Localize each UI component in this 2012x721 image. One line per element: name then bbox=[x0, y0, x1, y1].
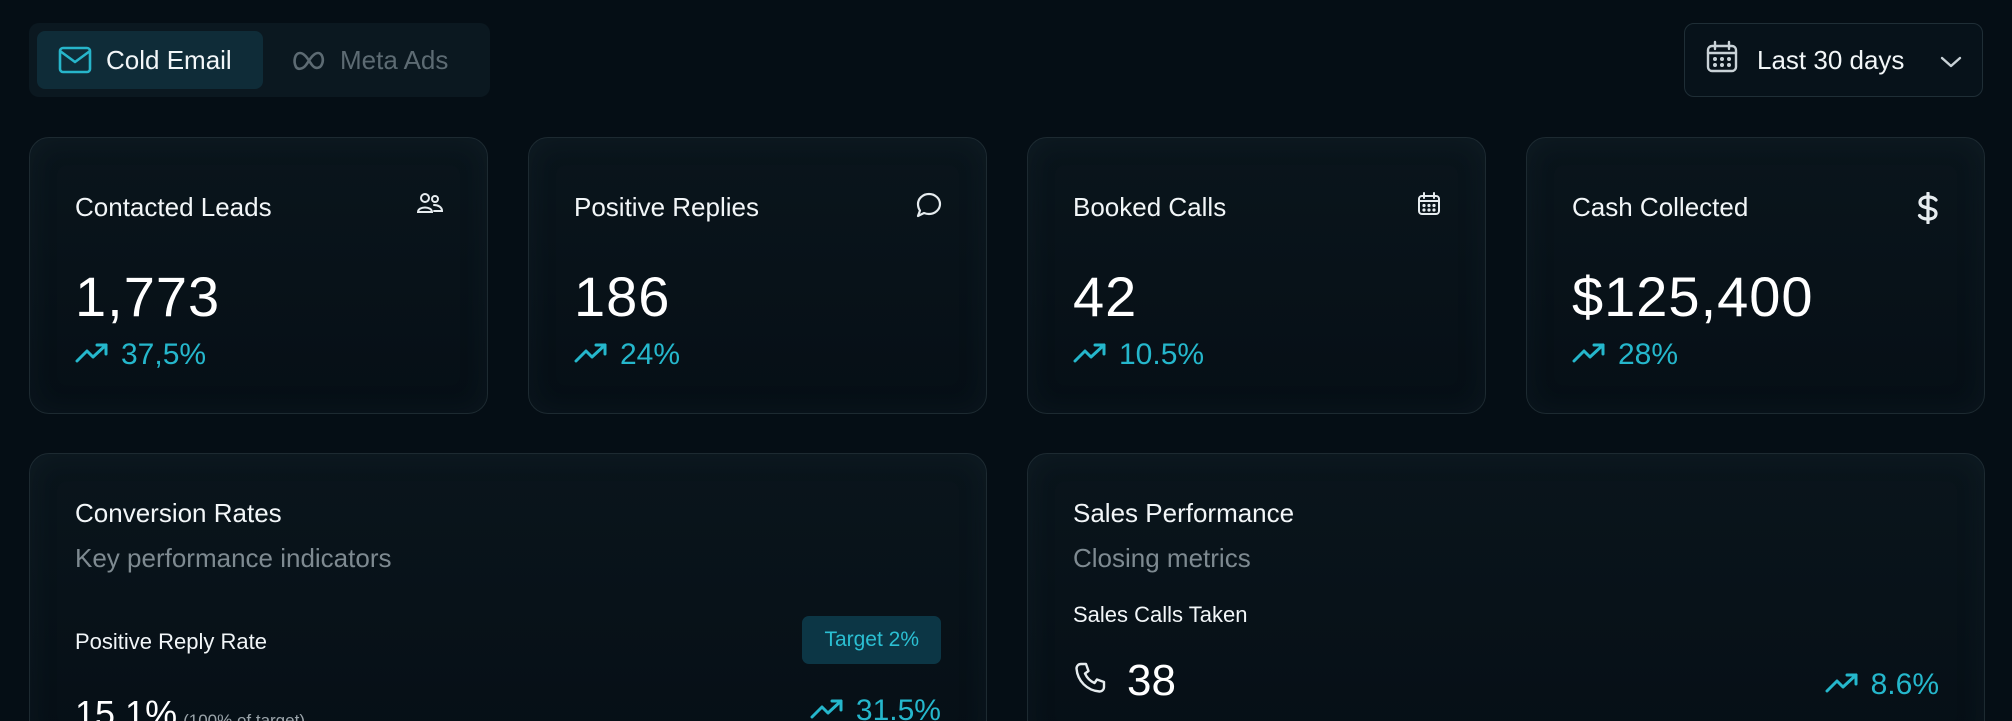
dollar-icon bbox=[1916, 191, 1940, 229]
calendar-icon bbox=[1417, 192, 1441, 221]
metric-value-number: 15.1% bbox=[75, 693, 178, 721]
tab-label: Meta Ads bbox=[340, 44, 449, 75]
stat-trend-value: 24% bbox=[620, 338, 681, 371]
stat-title: Contacted Leads bbox=[75, 192, 272, 222]
target-badge: Target 2% bbox=[802, 616, 941, 664]
metric-label: Positive Reply Rate bbox=[75, 629, 267, 654]
trending-up-icon bbox=[1572, 338, 1606, 372]
stat-trend: 24% bbox=[574, 338, 680, 372]
tab-cold-email[interactable]: Cold Email bbox=[37, 31, 263, 89]
date-range-value: Last 30 days bbox=[1757, 44, 1905, 75]
chevron-down-icon bbox=[1940, 45, 1962, 76]
stat-trend-value: 10.5% bbox=[1119, 338, 1205, 371]
panel-subtitle: Key performance indicators bbox=[75, 543, 392, 573]
calendar-icon bbox=[1705, 40, 1739, 81]
metric-label: Sales Calls Taken bbox=[1073, 602, 1248, 627]
stat-trend: 37,5% bbox=[75, 338, 206, 372]
panel-title: Conversion Rates bbox=[75, 498, 282, 528]
tab-label: Cold Email bbox=[106, 44, 232, 75]
stat-value: $125,400 bbox=[1572, 265, 1814, 328]
trending-up-icon bbox=[1073, 338, 1107, 372]
sales-trend: 8.6% bbox=[1825, 668, 1939, 702]
stat-trend-value: 28% bbox=[1618, 338, 1679, 371]
stat-trend-value: 37,5% bbox=[121, 338, 207, 371]
users-icon bbox=[416, 192, 444, 219]
trending-up-icon bbox=[75, 338, 109, 372]
panel-title: Sales Performance bbox=[1073, 498, 1295, 528]
channel-tabs: Cold Email Meta Ads bbox=[29, 23, 490, 97]
stat-title: Cash Collected bbox=[1572, 192, 1749, 222]
sales-performance-panel: Sales Performance Closing metrics Sales … bbox=[1027, 453, 1985, 721]
meta-icon bbox=[292, 49, 326, 71]
mail-icon bbox=[58, 46, 92, 74]
trending-up-icon bbox=[810, 694, 844, 721]
metric-value: 15.1% (100% of target) bbox=[75, 693, 305, 721]
date-range-select[interactable]: Last 30 days bbox=[1684, 23, 1983, 97]
stat-card-positive-replies: Positive Replies 186 24% bbox=[528, 137, 987, 414]
metric-trend-value: 31.5% bbox=[855, 694, 941, 721]
metric-note: (100% of target) bbox=[183, 711, 305, 721]
trending-up-icon bbox=[574, 338, 608, 372]
stat-trend: 10.5% bbox=[1073, 338, 1204, 372]
stat-value: 42 bbox=[1073, 265, 1138, 328]
stat-title: Booked Calls bbox=[1073, 192, 1227, 222]
panel-subtitle: Closing metrics bbox=[1073, 543, 1251, 573]
top-bar: Cold Email Meta Ads Last 30 days bbox=[29, 23, 1983, 97]
tab-meta-ads[interactable]: Meta Ads bbox=[271, 31, 481, 89]
sales-trend-value: 8.6% bbox=[1870, 668, 1939, 701]
stat-trend: 28% bbox=[1572, 338, 1678, 372]
metric-trend: 31.5% bbox=[810, 694, 941, 721]
phone-icon bbox=[1073, 656, 1107, 706]
stat-card-contacted-leads: Contacted Leads 1,773 37,5% bbox=[29, 137, 488, 414]
stat-card-booked-calls: Booked Calls 42 10.5% bbox=[1027, 137, 1486, 414]
stat-value: 1,773 bbox=[75, 265, 221, 328]
stat-value: 186 bbox=[574, 265, 671, 328]
stat-title: Positive Replies bbox=[574, 192, 759, 222]
sales-calls-value: 38 bbox=[1127, 656, 1176, 705]
stat-card-cash-collected: Cash Collected $125,400 28% bbox=[1526, 137, 1985, 414]
sales-calls-row: 38 bbox=[1073, 656, 1176, 706]
trending-up-icon bbox=[1825, 668, 1859, 702]
message-circle-icon bbox=[916, 192, 942, 223]
conversion-rates-panel: Conversion Rates Key performance indicat… bbox=[29, 453, 987, 721]
